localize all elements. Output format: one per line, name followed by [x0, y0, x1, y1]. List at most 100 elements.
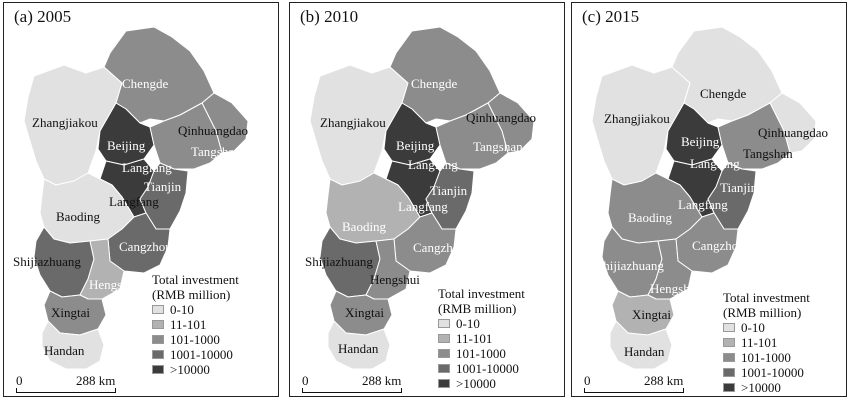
- label-chengde: Chengde: [122, 76, 169, 91]
- legend-item: 0-10: [438, 316, 525, 331]
- legend-label: 101-1000: [741, 349, 791, 365]
- legend-swatch: [438, 334, 450, 343]
- region-xingtai: [43, 290, 107, 336]
- label-qinhuangdao: Qinhuangdao: [758, 125, 829, 140]
- legend-label: 0-10: [170, 301, 194, 317]
- label-baoding: Baoding: [342, 219, 387, 234]
- label-langfang-south: Langfang: [398, 199, 448, 214]
- scale-bar-line: [16, 388, 116, 393]
- label-beijing: Beijing: [107, 138, 146, 153]
- legend-item: >10000: [152, 362, 239, 377]
- legend-swatch: [723, 323, 735, 332]
- label-tianjin: Tianjin: [720, 180, 758, 195]
- label-cangzhou: Cangzhou: [413, 240, 466, 255]
- panel-title: (c) 2015: [582, 7, 640, 26]
- label-baoding: Baoding: [628, 210, 673, 225]
- label-cangzhou: Cangzhou: [119, 239, 172, 254]
- legend-swatch: [438, 379, 450, 388]
- scale-distance: 288 km: [362, 373, 402, 388]
- label-shijiazhuang: Shijiazhuang: [596, 258, 664, 273]
- label-langfang-north: Langfang: [690, 156, 740, 171]
- region-tangshan: [717, 102, 791, 170]
- legend-swatch: [438, 319, 450, 328]
- scale-bar: 0 288 km: [16, 373, 136, 395]
- scale-zero: 0: [16, 373, 23, 388]
- legend-item: 1001-10000: [152, 347, 239, 362]
- legend-item: 11-101: [152, 317, 239, 332]
- legend-label: 11-101: [741, 334, 778, 350]
- legend-label: 101-1000: [456, 345, 506, 361]
- legend-label: >10000: [170, 361, 210, 377]
- legend-label: 1001-10000: [170, 346, 233, 362]
- label-baoding: Baoding: [56, 209, 101, 224]
- region-tianjin: [139, 162, 189, 230]
- legend-swatch: [152, 305, 164, 314]
- legend-swatch: [723, 383, 735, 392]
- scale-distance: 288 km: [76, 373, 116, 388]
- label-cangzhou: Cangzhou: [692, 238, 745, 253]
- legend-title: Total investment: [438, 286, 525, 301]
- legend-item: 11-101: [438, 331, 525, 346]
- scale-distance: 288 km: [644, 373, 684, 388]
- legend-label: 11-101: [170, 316, 207, 332]
- label-beijing: Beijing: [681, 134, 720, 149]
- scale-bar-line: [584, 388, 684, 393]
- legend-label: 101-1000: [170, 331, 220, 347]
- legend-swatch: [438, 364, 450, 373]
- label-langfang-north: Langfang: [122, 160, 172, 175]
- scale-zero: 0: [302, 373, 309, 388]
- label-xingtai: Xingtai: [51, 305, 90, 320]
- legend-item: >10000: [723, 380, 810, 395]
- legend-item: 101-1000: [438, 346, 525, 361]
- legend-swatch: [152, 320, 164, 329]
- scale-zero: 0: [584, 373, 591, 388]
- label-beijing: Beijing: [396, 138, 435, 153]
- label-hengshui: Hengshui: [89, 277, 139, 292]
- legend-swatch: [438, 349, 450, 358]
- legend-item: 101-1000: [152, 332, 239, 347]
- label-chengde: Chengde: [700, 86, 747, 101]
- legend-item: 11-101: [723, 335, 810, 350]
- legend-title: Total investment: [152, 272, 239, 287]
- legend-swatch: [723, 338, 735, 347]
- legend-item: 1001-10000: [723, 365, 810, 380]
- legend-label: 0-10: [456, 315, 480, 331]
- panel-title: (a) 2005: [14, 7, 72, 26]
- legend-label: 11-101: [456, 330, 493, 346]
- label-langfang-south: Langfang: [109, 194, 159, 209]
- label-qinhuangdao: Qinhuangdao: [178, 123, 249, 138]
- region-tianjin: [425, 162, 475, 230]
- label-tangshan: Tangshan: [191, 144, 241, 159]
- region-xingtai: [611, 290, 675, 336]
- label-tianjin: Tianjin: [430, 183, 468, 198]
- label-zhangjiakou: Zhangjiakou: [604, 111, 670, 126]
- region-xingtai: [329, 290, 393, 336]
- label-tangshan: Tangshan: [473, 139, 523, 154]
- label-xingtai: Xingtai: [345, 305, 384, 320]
- label-langfang-south: Langfang: [678, 197, 728, 212]
- label-hengshui: Hengshui: [650, 281, 700, 296]
- legend-item: 0-10: [723, 320, 810, 335]
- label-handan: Handan: [44, 343, 85, 358]
- label-handan: Handan: [624, 344, 665, 359]
- label-shijiazhuang: Shijiazhuang: [305, 254, 373, 269]
- label-zhangjiakou: Zhangjiakou: [32, 115, 98, 130]
- legend-label: 1001-10000: [456, 360, 519, 376]
- legend-unit: (RMB million): [723, 305, 802, 320]
- legend-label: >10000: [741, 379, 781, 395]
- legend-swatch: [723, 353, 735, 362]
- map-svg: [309, 26, 535, 370]
- region-zhangjiakou: [23, 64, 123, 186]
- label-tianjin: Tianjin: [144, 179, 182, 194]
- legend-title: Total investment: [723, 290, 810, 305]
- region-handan: [609, 320, 673, 370]
- label-qinhuangdao: Qinhuangdao: [466, 110, 537, 125]
- panel-title: (b) 2010: [300, 7, 359, 26]
- label-shijiazhuang: Shijiazhuang: [13, 254, 81, 269]
- legend-label: 1001-10000: [741, 364, 804, 380]
- legend-label: 0-10: [741, 319, 765, 335]
- label-xingtai: Xingtai: [632, 307, 671, 322]
- scale-bar: 0 288 km: [584, 373, 704, 395]
- legend-item: 101-1000: [723, 350, 810, 365]
- map-panel-2005: (a) 2005 Zhangjiakou Chengde Beijing Qin…: [3, 2, 279, 397]
